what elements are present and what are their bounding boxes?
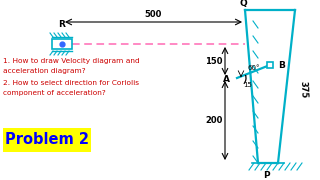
Text: 500: 500	[145, 10, 162, 19]
Text: A: A	[223, 75, 230, 84]
Text: 375: 375	[298, 81, 308, 99]
Text: component of acceleration?: component of acceleration?	[3, 90, 106, 96]
Text: 150: 150	[205, 57, 223, 66]
Text: P: P	[263, 171, 269, 180]
Text: Q: Q	[239, 0, 247, 8]
Bar	[52, 39, 72, 49]
Bar	[267, 62, 273, 68]
Text: 60°: 60°	[247, 65, 260, 71]
Text: Problem 2: Problem 2	[5, 132, 89, 147]
Text: 2. How to select direction for Coriolis: 2. How to select direction for Coriolis	[3, 80, 139, 86]
Text: 200: 200	[206, 116, 223, 125]
Text: 15: 15	[243, 82, 252, 88]
Text: R: R	[59, 20, 65, 29]
Text: B: B	[278, 60, 285, 69]
Bar	[3, 128, 91, 152]
Text: 1. How to draw Velocity diagram and: 1. How to draw Velocity diagram and	[3, 58, 140, 64]
Text: acceleration diagram?: acceleration diagram?	[3, 68, 86, 74]
